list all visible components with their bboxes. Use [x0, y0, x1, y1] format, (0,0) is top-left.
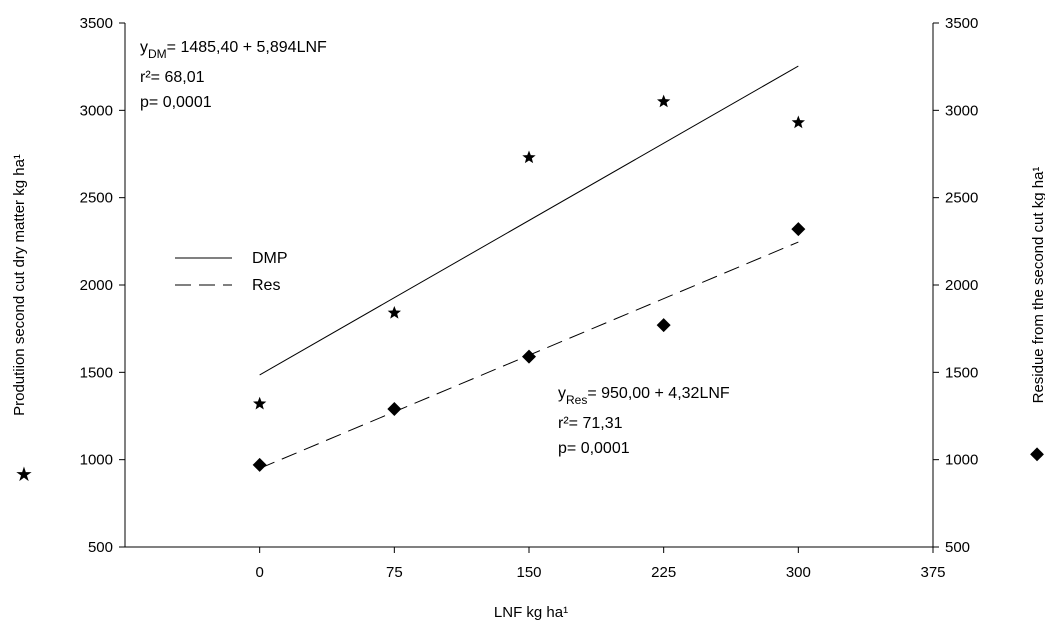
x-axis-label: LNF kg ha¹: [494, 604, 568, 621]
axes: [124, 23, 934, 548]
x-tick-label: 75: [386, 564, 403, 581]
point-dmp: [522, 150, 536, 164]
y-axis-left-label: Produtiion second cut dry matter kg ha¹: [11, 154, 28, 416]
x-tick-label: 300: [786, 564, 811, 581]
left-axis-star-icon: ★: [15, 464, 33, 486]
y-left-tick-label: 500: [88, 539, 113, 556]
y-left-tick-label: 2500: [80, 190, 113, 207]
y-right-tick-label: 1500: [945, 364, 978, 381]
x-tick-label: 225: [651, 564, 676, 581]
y-left-tick-label: 2000: [80, 277, 113, 294]
y-right-tick-label: 3000: [945, 102, 978, 119]
y-left-tick-label: 1000: [80, 452, 113, 469]
point-dmp: [253, 396, 267, 410]
legend-label-res: Res: [252, 277, 280, 294]
dm-subscript: DM: [148, 47, 167, 61]
res-subscript: Res: [566, 393, 587, 407]
res-y-symbol: y: [558, 385, 566, 402]
y-left-tick-label: 3000: [80, 102, 113, 119]
y-axis-right-label: Residue from the second cut kg ha¹: [1030, 167, 1045, 404]
res-p: p= 0,0001: [558, 440, 630, 457]
y-left-tick-label: 3500: [80, 15, 113, 32]
y-right-tick-label: 1000: [945, 452, 978, 469]
res-r2: r²= 71,31: [558, 415, 623, 432]
annotation-res: yRes= 950,00 + 4,32LNF r²= 71,31 p= 0,00…: [558, 385, 730, 457]
y-right-tick-label: 3500: [945, 15, 978, 32]
x-tick-label: 375: [920, 564, 945, 581]
svg-text:yDM= 1485,40 + 5,894LNF: yDM= 1485,40 + 5,894LNF: [140, 39, 327, 61]
legend: DMP Res: [175, 250, 288, 294]
data-markers: [252, 94, 806, 472]
point-res: [387, 402, 402, 417]
x-tick-label: 0: [255, 564, 263, 581]
dm-y-symbol: y: [140, 39, 148, 56]
y-right-tick-label: 2000: [945, 277, 978, 294]
point-dmp: [387, 305, 401, 319]
svg-text:yRes= 950,00 + 4,32LNF: yRes= 950,00 + 4,32LNF: [558, 385, 730, 407]
legend-label-dmp: DMP: [252, 250, 288, 267]
point-dmp: [791, 115, 805, 129]
point-res: [522, 349, 536, 364]
annotation-dm: yDM= 1485,40 + 5,894LNF r²= 68,01 p= 0,0…: [140, 39, 327, 111]
right-axis-diamond-icon: ◆: [1030, 443, 1044, 463]
x-tick-label: 150: [516, 564, 541, 581]
fit-lines: [259, 65, 799, 469]
dm-equation: = 1485,40 + 5,894LNF: [167, 39, 327, 56]
res-equation: = 950,00 + 4,32LNF: [587, 385, 730, 402]
dm-r2: r²= 68,01: [140, 69, 205, 86]
dm-p: p= 0,0001: [140, 94, 212, 111]
point-res: [656, 318, 671, 333]
fit-line-dmp: [259, 65, 799, 376]
point-res: [791, 222, 806, 237]
y-left-tick-label: 1500: [80, 364, 113, 381]
y-right-tick-label: 500: [945, 539, 970, 556]
point-res: [252, 457, 267, 472]
point-dmp: [657, 94, 671, 108]
y-right-tick-label: 2500: [945, 190, 978, 207]
